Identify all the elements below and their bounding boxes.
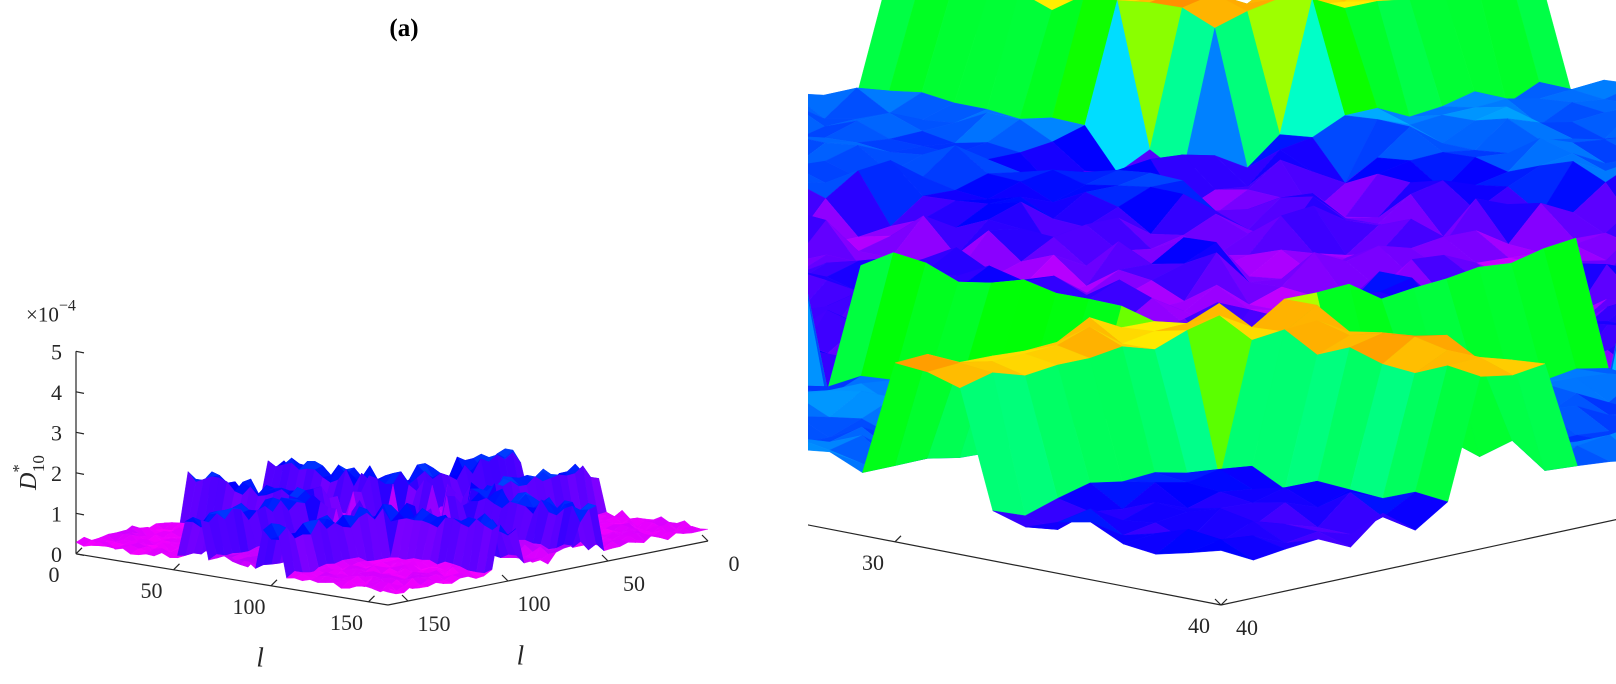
z-tick-mark (75, 431, 85, 435)
z-tick-label: 4 (51, 380, 62, 405)
y-tick-label: 100 (518, 591, 551, 616)
z-multiplier: ×10−4 (26, 297, 76, 326)
y-tick-mark (601, 554, 609, 562)
y-axis-line (387, 540, 709, 606)
x-tick-label: 150 (330, 610, 363, 635)
x-axis-label: l (256, 643, 264, 673)
z-tick-mark (75, 391, 85, 394)
z-tick-label: 2 (51, 461, 62, 486)
y-axis-line (1220, 519, 1616, 606)
x-tick-mark (1220, 598, 1228, 606)
z-tick-label: 0 (51, 542, 62, 567)
z-tick-mark (75, 512, 85, 516)
surface-plot-a: (a) 0 1 2 3 4 5 ×10−4 D*10 0 50 100 150 0 50 100 150 l l (9, 15, 740, 673)
y-tick-label: 0 (729, 551, 740, 576)
y-tick-mark (701, 534, 709, 542)
z-tick-label: 1 (51, 501, 62, 526)
x-tick-label: 30 (862, 550, 884, 575)
x-tick-mark (368, 595, 375, 603)
x-tick-label: 100 (233, 594, 266, 619)
x-axis-line (75, 553, 389, 606)
y-axis-label: l (517, 641, 525, 671)
y-tick-label: 150 (418, 611, 451, 636)
z-tick-mark (75, 350, 85, 354)
x-tick-label: 50 (141, 578, 163, 603)
z-tick-label: 5 (51, 339, 62, 364)
y-tick-mark (1214, 598, 1222, 606)
surface-mesh (808, 0, 1616, 561)
x-tick-label: 40 (1188, 613, 1210, 638)
x-tick-label: 0 (49, 562, 60, 587)
z-tick-label: 3 (51, 420, 62, 445)
x-tick-mark (173, 563, 180, 571)
y-tick-mark (401, 594, 409, 602)
y-tick-mark (501, 574, 509, 582)
x-tick-mark (270, 579, 278, 587)
panel-title: (a) (389, 15, 418, 42)
surface-mesh (75, 448, 709, 595)
x-tick-mark (894, 535, 902, 543)
y-tick-label: 40 (1236, 615, 1258, 640)
x-axis-line (808, 524, 1222, 606)
x-tick-mark (75, 547, 83, 555)
z-axis-label: D*10 (9, 455, 48, 491)
panel-a: (a) 0 1 2 3 4 5 ×10−4 D*10 0 50 100 150 0 50 100 150 l l (9, 15, 740, 673)
y-tick-label: 50 (623, 571, 645, 596)
z-tick-mark (75, 472, 85, 475)
